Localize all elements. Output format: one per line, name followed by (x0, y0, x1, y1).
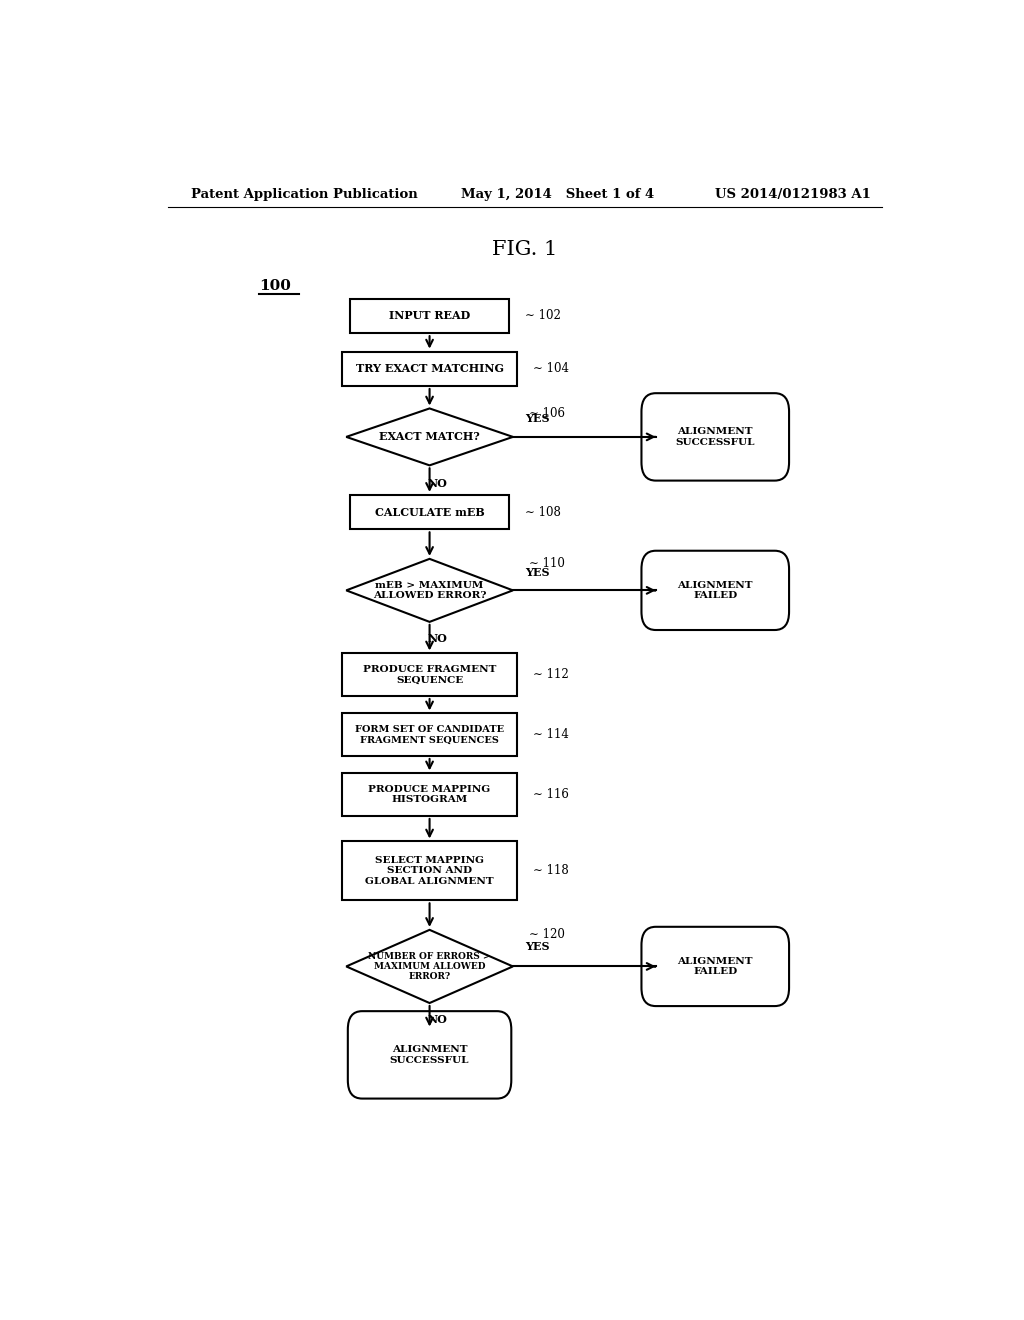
Text: 100: 100 (259, 280, 291, 293)
FancyBboxPatch shape (342, 841, 517, 900)
Text: SELECT MAPPING
SECTION AND
GLOBAL ALIGNMENT: SELECT MAPPING SECTION AND GLOBAL ALIGNM… (366, 855, 494, 886)
Text: INPUT READ: INPUT READ (389, 310, 470, 322)
FancyBboxPatch shape (342, 774, 517, 816)
Text: ∼ 116: ∼ 116 (532, 788, 568, 801)
FancyBboxPatch shape (348, 1011, 511, 1098)
Text: NO: NO (428, 1014, 447, 1024)
Text: ∼ 118: ∼ 118 (532, 865, 568, 878)
FancyBboxPatch shape (350, 495, 509, 529)
FancyBboxPatch shape (342, 713, 517, 756)
FancyBboxPatch shape (641, 393, 790, 480)
Text: FIG. 1: FIG. 1 (493, 240, 557, 259)
Text: ∼ 110: ∼ 110 (528, 557, 564, 570)
Text: PRODUCE FRAGMENT
SEQUENCE: PRODUCE FRAGMENT SEQUENCE (362, 665, 497, 685)
Text: FORM SET OF CANDIDATE
FRAGMENT SEQUENCES: FORM SET OF CANDIDATE FRAGMENT SEQUENCES (355, 725, 504, 744)
Text: YES: YES (524, 413, 549, 424)
Text: NUMBER OF ERRORS >
MAXIMUM ALLOWED
ERROR?: NUMBER OF ERRORS > MAXIMUM ALLOWED ERROR… (369, 952, 490, 981)
Text: May 1, 2014   Sheet 1 of 4: May 1, 2014 Sheet 1 of 4 (461, 189, 654, 202)
Text: PRODUCE MAPPING
HISTOGRAM: PRODUCE MAPPING HISTOGRAM (369, 785, 490, 804)
Text: mEB > MAXIMUM
ALLOWED ERROR?: mEB > MAXIMUM ALLOWED ERROR? (373, 581, 486, 601)
Polygon shape (346, 929, 513, 1003)
Text: ∼ 102: ∼ 102 (524, 309, 561, 322)
Text: ∼ 104: ∼ 104 (532, 362, 568, 375)
Text: YES: YES (524, 941, 549, 952)
FancyBboxPatch shape (350, 298, 509, 333)
Text: ∼ 114: ∼ 114 (532, 729, 568, 742)
FancyBboxPatch shape (641, 927, 790, 1006)
Text: TRY EXACT MATCHING: TRY EXACT MATCHING (355, 363, 504, 375)
FancyBboxPatch shape (342, 351, 517, 385)
Text: ∼ 112: ∼ 112 (532, 668, 568, 681)
Text: NO: NO (428, 478, 447, 490)
Text: US 2014/0121983 A1: US 2014/0121983 A1 (715, 189, 871, 202)
Text: ∼ 106: ∼ 106 (528, 407, 565, 420)
Polygon shape (346, 408, 513, 466)
Text: NO: NO (428, 632, 447, 644)
FancyBboxPatch shape (641, 550, 790, 630)
Text: ALIGNMENT
SUCCESSFUL: ALIGNMENT SUCCESSFUL (676, 428, 755, 446)
Text: EXACT MATCH?: EXACT MATCH? (379, 432, 480, 442)
Text: ALIGNMENT
FAILED: ALIGNMENT FAILED (678, 957, 753, 975)
Text: ALIGNMENT
FAILED: ALIGNMENT FAILED (678, 581, 753, 601)
Text: ∼ 120: ∼ 120 (528, 928, 564, 941)
Text: ALIGNMENT
SUCCESSFUL: ALIGNMENT SUCCESSFUL (390, 1045, 469, 1064)
Text: YES: YES (524, 566, 549, 578)
Text: ∼ 108: ∼ 108 (524, 506, 561, 519)
FancyBboxPatch shape (342, 653, 517, 696)
Text: CALCULATE mEB: CALCULATE mEB (375, 507, 484, 517)
Text: Patent Application Publication: Patent Application Publication (191, 189, 418, 202)
Polygon shape (346, 558, 513, 622)
